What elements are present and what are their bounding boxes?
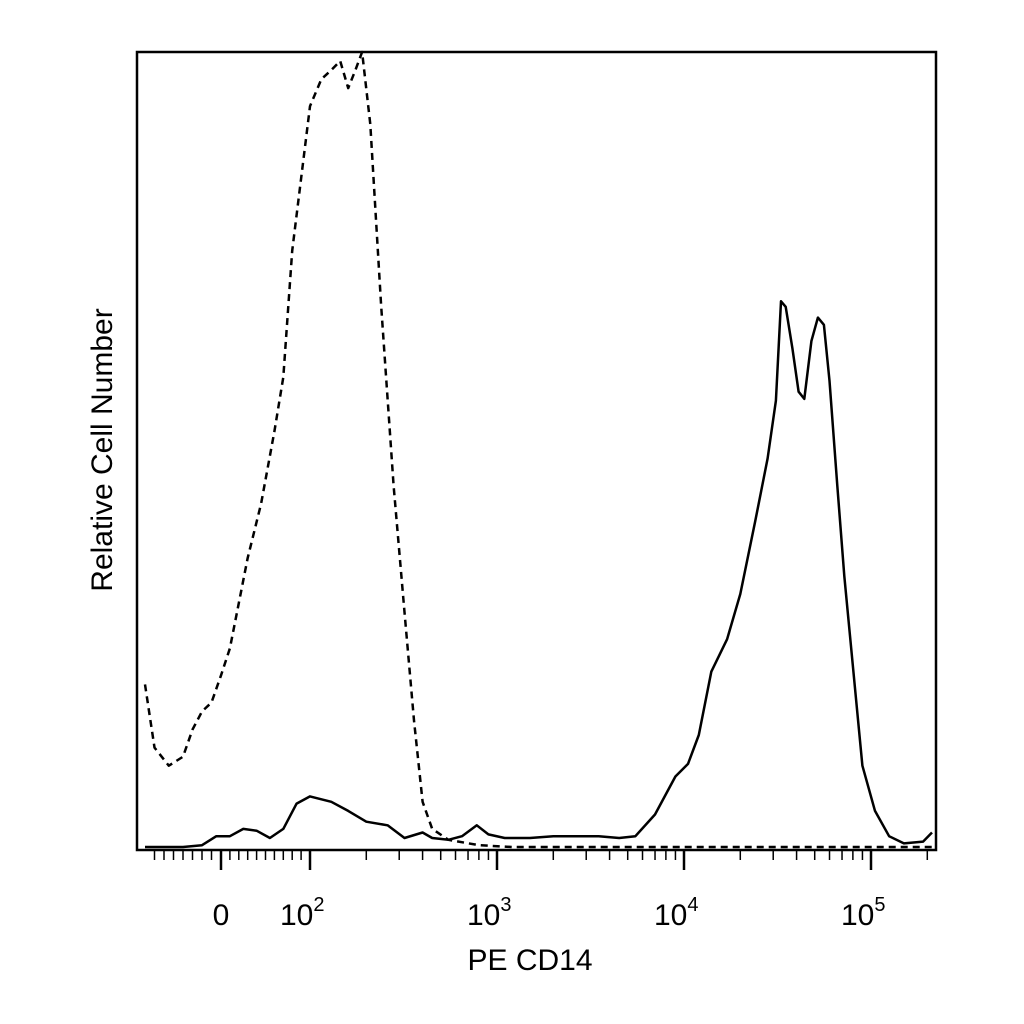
series-layer — [143, 50, 933, 849]
x-axis-tick-labels: 0 102 103 104 105 — [213, 894, 886, 932]
series-line-solid — [145, 300, 933, 849]
x-tick-label: 103 — [467, 894, 512, 932]
y-axis-label: Relative Cell Number — [86, 308, 119, 591]
x-axis-label: PE CD14 — [467, 944, 592, 977]
x-tick-label: 102 — [280, 894, 325, 932]
series-line-dashed — [143, 50, 932, 849]
x-tick-label: 0 — [213, 899, 230, 932]
plot-frame — [135, 50, 938, 852]
x-tick-label: 104 — [654, 894, 699, 932]
x-axis-ticks — [153, 850, 929, 870]
x-tick-label: 105 — [841, 894, 886, 932]
